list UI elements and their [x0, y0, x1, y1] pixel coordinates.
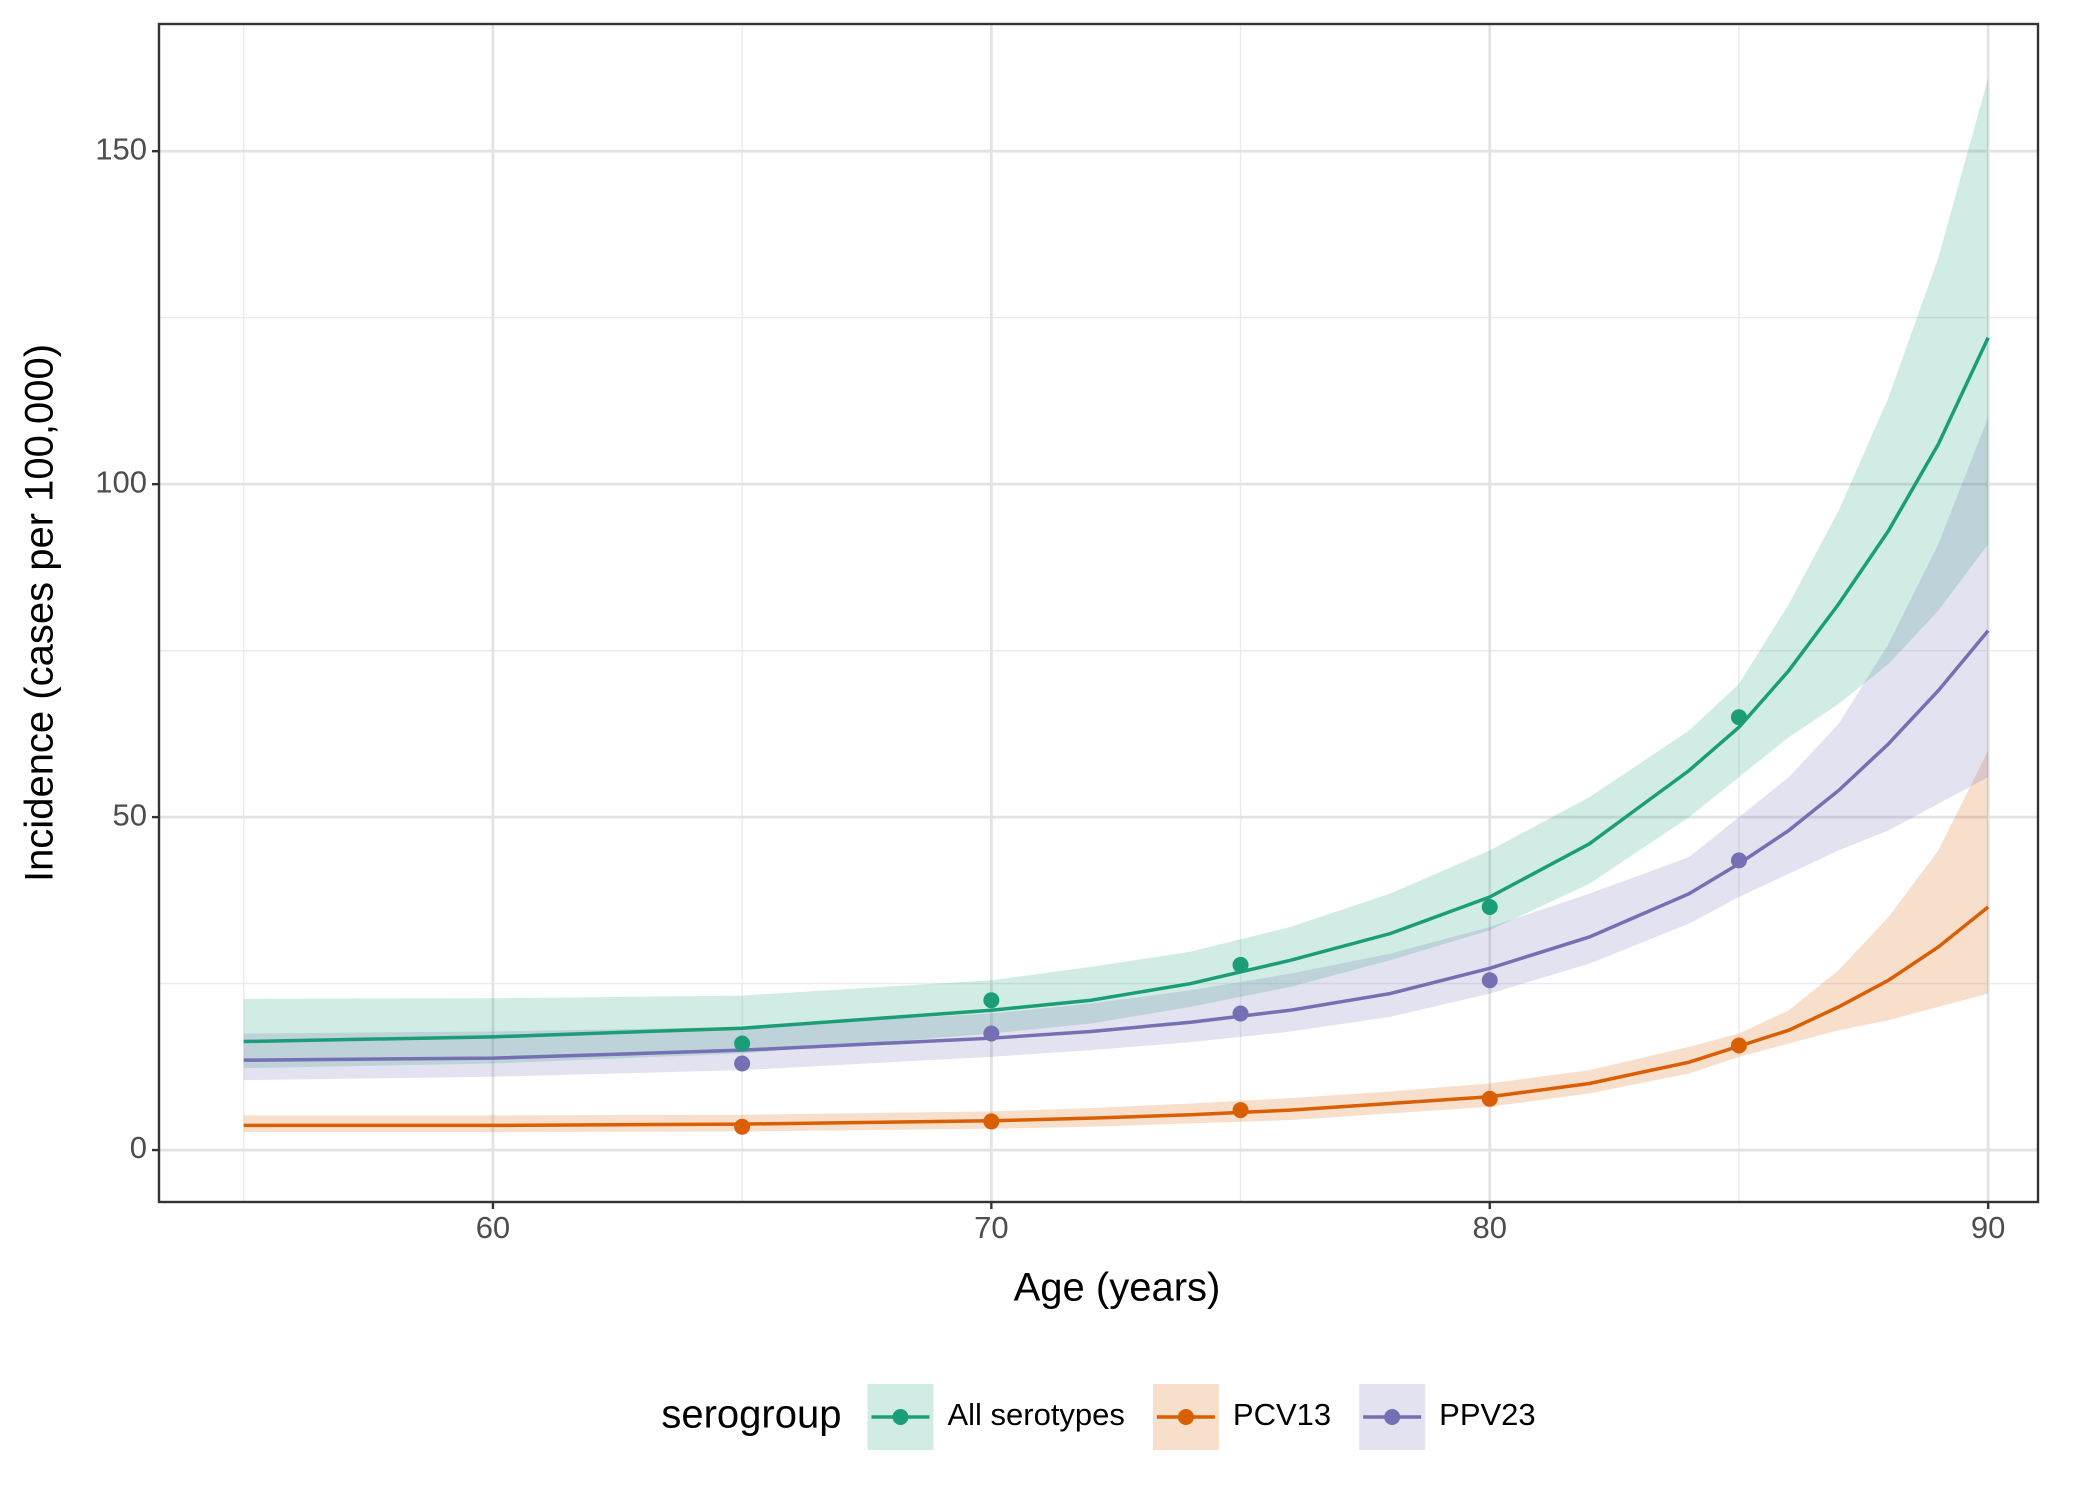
y-tick-label: 0	[130, 1130, 147, 1165]
x-tick-label: 60	[476, 1210, 510, 1245]
data-point	[1730, 852, 1747, 869]
series-line	[243, 629, 1990, 1062]
data-point	[734, 1118, 751, 1135]
legend-key: PPV23	[1359, 1384, 1536, 1450]
y-tick-label: 100	[95, 464, 147, 499]
data-point	[734, 1055, 751, 1072]
x-tick-label: 70	[974, 1210, 1008, 1245]
legend: serogroup All serotypes PCV13 PPV23	[661, 1384, 1536, 1450]
data-point	[1232, 1005, 1249, 1022]
confidence-ribbon	[243, 417, 1989, 1081]
legend-key: All serotypes	[867, 1384, 1125, 1450]
panel-border	[157, 22, 2040, 1204]
data-point	[1232, 1102, 1249, 1119]
legend-label: PCV13	[1233, 1397, 1331, 1432]
data-point	[983, 1113, 1000, 1130]
legend-key: PCV13	[1152, 1384, 1331, 1450]
x-axis-title: Age (years)	[1014, 1266, 1221, 1310]
data-point	[1730, 1037, 1747, 1054]
legend-label: All serotypes	[947, 1397, 1124, 1432]
legend-point	[1384, 1409, 1401, 1425]
y-axis-title: Incidence (cases per 100,000)	[18, 344, 62, 882]
legend-point	[892, 1409, 909, 1425]
legend-label: PPV23	[1439, 1397, 1536, 1432]
x-tick-label: 80	[1473, 1210, 1507, 1245]
data-point	[983, 992, 1000, 1009]
data-point	[1481, 1090, 1498, 1107]
data-point	[1730, 709, 1747, 726]
x-tick-label: 90	[1971, 1210, 2005, 1245]
data-point	[983, 1025, 1000, 1042]
y-tick-label: 50	[113, 797, 147, 832]
data-point	[1481, 972, 1498, 989]
data-point	[734, 1035, 751, 1052]
confidence-ribbon	[243, 77, 1989, 1069]
legend-point	[1177, 1409, 1194, 1425]
legend-title: serogroup	[661, 1393, 841, 1437]
data-point	[1481, 899, 1498, 916]
y-tick-label: 150	[95, 131, 147, 166]
series-line	[243, 336, 1990, 1044]
data-point	[1232, 956, 1249, 973]
